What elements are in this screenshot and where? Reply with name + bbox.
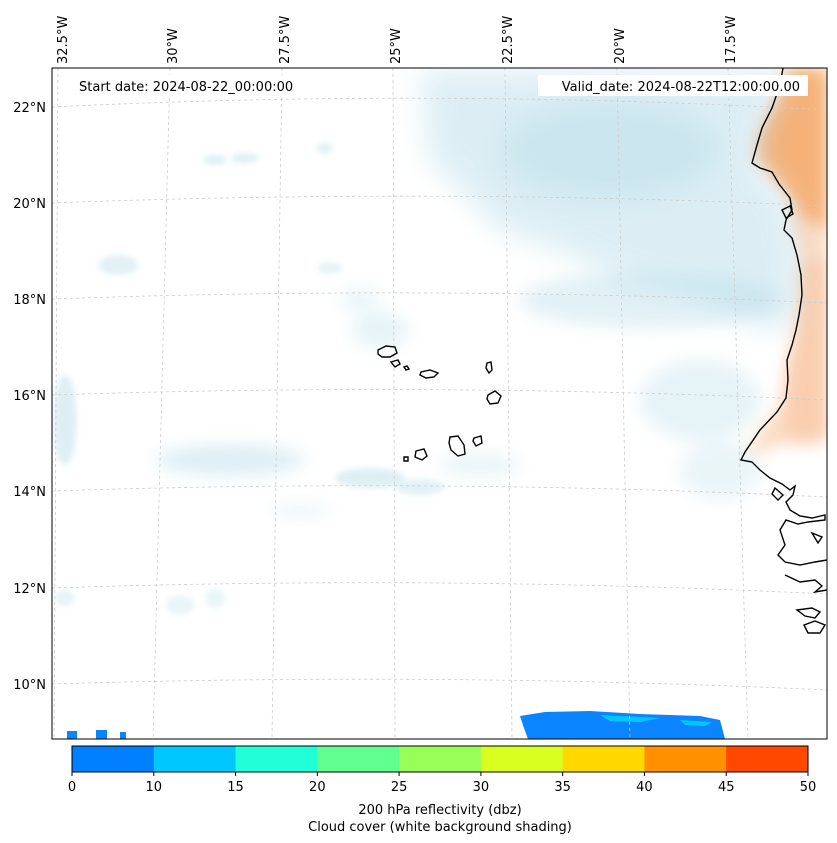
colorbar-segment xyxy=(153,746,237,772)
colorbar-tick-label: 15 xyxy=(227,780,244,795)
lon-tick-label: 32.5°W xyxy=(56,16,71,64)
colorbar-tick-label: 25 xyxy=(391,780,408,795)
africa-coastline xyxy=(739,68,827,566)
lon-tick-label: 25°W xyxy=(389,28,404,64)
colorbar-tick-label: 30 xyxy=(473,780,490,795)
colorbar-segment xyxy=(235,746,318,772)
lat-tick-label: 14°N xyxy=(13,485,46,500)
sao-vicente-island xyxy=(389,359,401,368)
colorbar-tick-label: 50 xyxy=(800,780,817,795)
longitude-tick-labels: 32.5°W 30°W 27.5°W 25°W 22.5°W 20°W 17.5… xyxy=(56,16,739,64)
colorbar-sublabel: Cloud cover (white background shading) xyxy=(308,820,572,835)
reflectivity-patches xyxy=(67,711,725,739)
colorbar-ticks: 0 10 15 20 25 30 35 40 45 50 xyxy=(68,772,816,795)
start-date-label: Start date: 2024-08-22_00:00:00 xyxy=(79,80,293,95)
lon-tick-label: 20°W xyxy=(613,28,628,64)
colorbar-tick-label: 40 xyxy=(636,780,653,795)
colorbar-segment xyxy=(317,746,400,772)
colorbar-segment xyxy=(644,746,727,772)
lat-tick-label: 10°N xyxy=(13,678,46,693)
brava-island xyxy=(403,456,409,462)
colorbar: 0 10 15 20 25 30 35 40 45 50 200 hPa reflectivity… xyxy=(68,745,816,835)
colorbar-tick-label: 0 xyxy=(68,780,76,795)
colorbar-label: 200 hPa reflectivity (dbz) xyxy=(358,803,521,818)
map-panel: Start date: 2024-08-22_00:00:00 Valid_da… xyxy=(52,68,827,739)
colorbar-tick-label: 10 xyxy=(146,780,163,795)
land-shading xyxy=(745,68,827,457)
colorbar-segment xyxy=(72,746,155,772)
lat-tick-label: 18°N xyxy=(13,293,46,308)
map-frame xyxy=(51,67,828,740)
lon-tick-label: 27.5°W xyxy=(278,16,293,64)
colorbar-tick-label: 45 xyxy=(718,780,735,795)
colorbar-tick-label: 20 xyxy=(309,780,326,795)
santa-luzia-island xyxy=(402,365,411,371)
coastlines xyxy=(739,68,827,634)
sal-island xyxy=(485,361,493,375)
graticule xyxy=(52,68,827,739)
colorbar-frame xyxy=(71,745,809,773)
lat-tick-label: 22°N xyxy=(13,101,46,116)
lon-tick-label: 22.5°W xyxy=(501,16,516,64)
colorbar-tick-label: 35 xyxy=(554,780,571,795)
lat-tick-label: 12°N xyxy=(13,582,46,597)
lat-tick-label: 20°N xyxy=(13,197,46,212)
header-boxes: Start date: 2024-08-22_00:00:00 Valid_da… xyxy=(71,75,808,96)
boa-vista-island xyxy=(486,390,502,405)
colorbar-segment xyxy=(726,746,809,772)
colorbar-segment xyxy=(399,746,482,772)
lon-tick-label: 30°W xyxy=(166,28,181,64)
cloud-cover-shading xyxy=(53,70,800,615)
valid-date-label: Valid_date: 2024-08-22T12:00:00.00 xyxy=(562,80,800,95)
sao-nicolau-island xyxy=(419,369,440,379)
latitude-tick-labels: 22°N 20°N 18°N 16°N 14°N 12°N 10°N xyxy=(13,101,46,693)
colorbar-segments xyxy=(72,746,809,772)
colorbar-segment xyxy=(480,746,564,772)
lat-tick-label: 16°N xyxy=(13,389,46,404)
santo-antao-island xyxy=(377,345,398,358)
lon-tick-label: 17.5°W xyxy=(724,16,739,64)
colorbar-segment xyxy=(562,746,645,772)
maio-island xyxy=(472,435,483,447)
cape-verde-islands xyxy=(377,345,502,462)
fogo-island xyxy=(414,448,428,461)
santiago-island xyxy=(448,435,466,457)
